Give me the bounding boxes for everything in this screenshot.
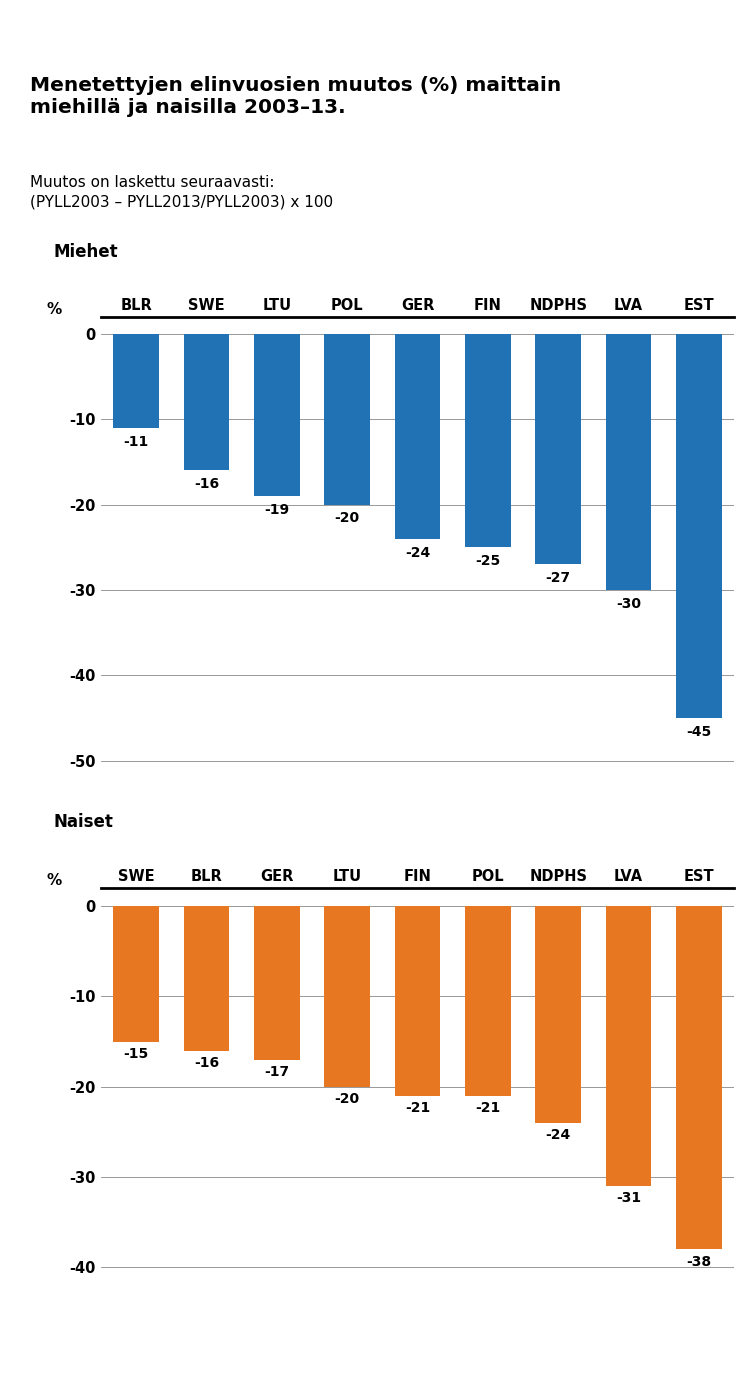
Text: -30: -30	[616, 596, 641, 611]
Text: Naiset: Naiset	[54, 814, 114, 832]
Bar	[324, 333, 370, 504]
Bar	[536, 906, 581, 1122]
Text: -21: -21	[405, 1102, 430, 1115]
Text: %: %	[46, 302, 61, 317]
Bar	[606, 906, 652, 1186]
Text: -31: -31	[616, 1191, 641, 1205]
Bar	[113, 333, 159, 428]
Bar	[395, 906, 440, 1096]
Text: Miehet: Miehet	[54, 244, 118, 262]
Text: Muutos on laskettu seuraavasti:
(PYLL2003 – PYLL2013/PYLL2003) x 100: Muutos on laskettu seuraavasti: (PYLL200…	[30, 175, 333, 209]
Text: -24: -24	[405, 545, 430, 559]
Text: -21: -21	[476, 1102, 500, 1115]
Text: -19: -19	[264, 503, 289, 516]
Text: -15: -15	[124, 1047, 149, 1062]
Text: -16: -16	[194, 1056, 219, 1070]
Text: KUVIO 3.: KUVIO 3.	[13, 19, 110, 39]
Text: Menetettyjen elinvuosien muutos (%) maittain
miehillä ja naisilla 2003–13.: Menetettyjen elinvuosien muutos (%) mait…	[30, 76, 561, 117]
Text: -25: -25	[476, 554, 500, 569]
Text: -11: -11	[124, 435, 149, 449]
Bar	[676, 333, 722, 719]
Text: -16: -16	[194, 478, 219, 492]
Bar	[465, 906, 511, 1096]
Text: -17: -17	[264, 1064, 289, 1080]
Bar	[536, 333, 581, 565]
Text: -20: -20	[335, 511, 360, 526]
Bar	[676, 906, 722, 1249]
Text: -27: -27	[546, 571, 571, 585]
Bar	[184, 333, 229, 471]
Text: -45: -45	[686, 726, 712, 739]
Text: %: %	[46, 873, 61, 888]
Text: -24: -24	[545, 1128, 571, 1143]
Bar	[606, 333, 652, 591]
Bar	[395, 333, 440, 538]
Bar	[324, 906, 370, 1086]
Text: -20: -20	[335, 1092, 360, 1106]
Bar	[254, 906, 300, 1060]
Bar	[465, 333, 511, 548]
Bar	[113, 906, 159, 1041]
Bar	[254, 333, 300, 496]
Bar	[184, 906, 229, 1051]
Text: -38: -38	[686, 1254, 712, 1268]
